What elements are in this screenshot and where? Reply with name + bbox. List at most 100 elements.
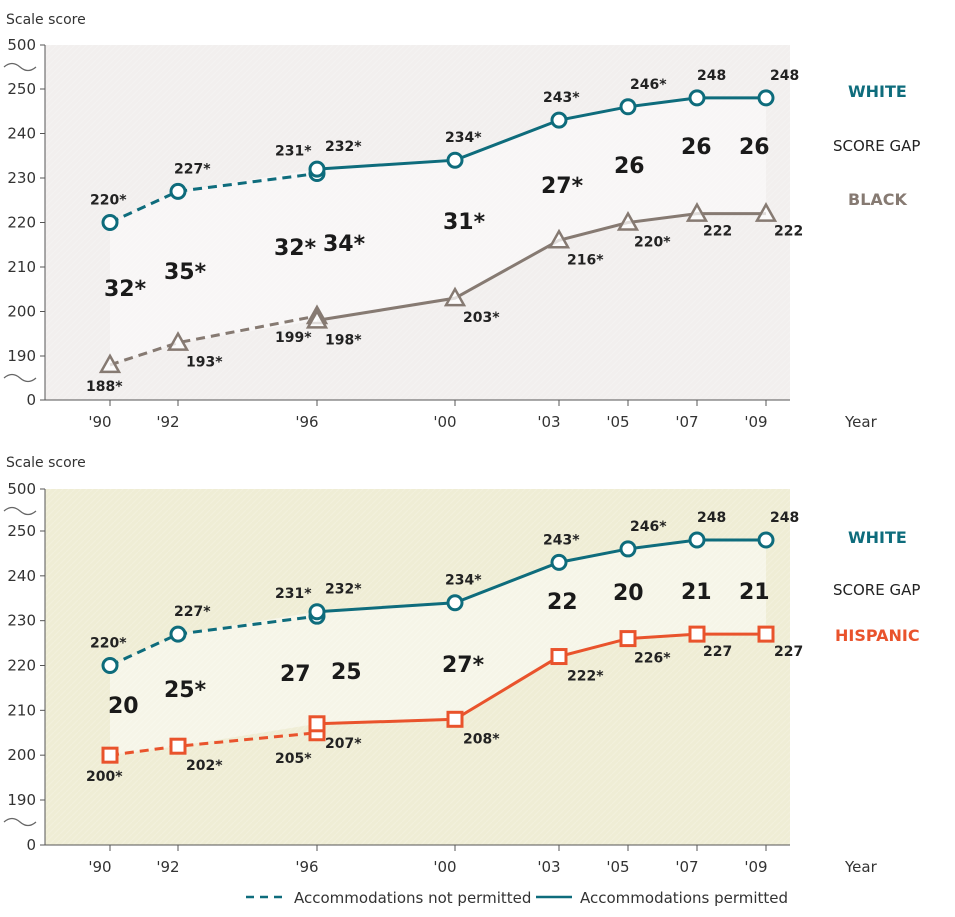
- data-label-white: 234*: [445, 130, 482, 146]
- x-axis-title: Year: [844, 858, 878, 876]
- y-tick-label: 210: [7, 258, 36, 276]
- score-gap-label: 32*: [274, 236, 317, 261]
- data-label-white: 248: [770, 510, 799, 526]
- score-gap-label: 25: [331, 660, 362, 685]
- plot-background: [45, 489, 790, 845]
- data-point-black: [98, 353, 122, 374]
- group-label-score-gap: SCORE GAP: [833, 137, 920, 155]
- data-point-white: [619, 98, 637, 116]
- x-tick-label: '05: [606, 413, 629, 431]
- data-label-white: 248: [697, 510, 726, 526]
- data-label-white: 232*: [325, 139, 362, 155]
- y-tick-label: 210: [7, 701, 36, 719]
- y-tick-label: 220: [7, 657, 36, 675]
- data-label-black: 220*: [634, 235, 671, 251]
- data-point-white: [550, 111, 568, 129]
- data-point-hispanic: [101, 746, 119, 764]
- data-label-white: 234*: [445, 573, 482, 589]
- data-label-hispanic: 202*: [186, 758, 223, 774]
- data-point-hispanic: [446, 710, 464, 728]
- data-label-black: 193*: [186, 355, 223, 371]
- x-tick-label: '07: [675, 413, 698, 431]
- x-tick-label: '07: [675, 858, 698, 876]
- score-gap-label: 21: [739, 580, 770, 605]
- y-tick-label: 200: [7, 303, 36, 321]
- axis-break-icon: [3, 373, 37, 383]
- x-tick-label: '92: [156, 858, 179, 876]
- data-label-white: 227*: [174, 161, 211, 177]
- y-axis-title: Scale score: [6, 12, 86, 28]
- data-point-black: [547, 228, 571, 249]
- score-gap-label: 20: [613, 581, 644, 606]
- data-point-white: [550, 553, 568, 571]
- data-label-white: 246*: [630, 519, 667, 535]
- data-label-black: 203*: [463, 310, 500, 326]
- legend-label-not-permitted: Accommodations not permitted: [294, 889, 531, 907]
- data-point-hispanic: [757, 625, 775, 643]
- y-tick-label: 230: [7, 169, 36, 187]
- x-tick-label: '92: [156, 413, 179, 431]
- data-label-white: 248: [697, 68, 726, 84]
- y-tick-label: 220: [7, 214, 36, 232]
- group-label-hispanic: HISPANIC: [835, 626, 920, 645]
- group-label-white: WHITE: [848, 82, 907, 101]
- score-gap-label: 26: [739, 135, 770, 160]
- x-tick-label: '09: [744, 858, 767, 876]
- data-point-white: [101, 657, 119, 674]
- data-point-white: [688, 531, 706, 549]
- x-tick-label: '00: [433, 413, 456, 431]
- x-tick-label: '09: [744, 413, 767, 431]
- data-label-white: 231*: [275, 144, 312, 160]
- data-point-white: [169, 182, 187, 200]
- data-label-hispanic: 227: [703, 644, 732, 660]
- y-tick-label: 190: [7, 791, 36, 809]
- legend-label-permitted: Accommodations permitted: [580, 889, 788, 907]
- x-axis-title: Year: [844, 413, 878, 431]
- x-tick-label: '90: [88, 413, 111, 431]
- score-gap-label: 27*: [541, 174, 584, 199]
- data-label-white: 246*: [630, 77, 667, 93]
- y-tick-label: 250: [7, 80, 36, 98]
- y-axis-title: Scale score: [6, 455, 86, 471]
- data-point-white: [446, 594, 464, 612]
- data-point-white: [757, 531, 775, 549]
- data-point-white: [169, 625, 187, 643]
- data-label-white: 220*: [90, 636, 127, 652]
- y-tick-label: 230: [7, 612, 36, 630]
- data-label-hispanic: 227: [774, 644, 803, 660]
- data-point-white: [619, 540, 637, 558]
- series-line-dashed-white: [109, 172, 318, 224]
- chart-panel-1: Scale score Year 500 250 240 230 220 210 200 190 0…: [3, 12, 920, 431]
- data-label-hispanic: 222*: [567, 669, 604, 685]
- legend: Accommodations not permitted Accommodatio…: [246, 889, 788, 907]
- series-line-dashed-white: [109, 614, 318, 667]
- data-label-white: 243*: [543, 532, 580, 548]
- data-point-black: [616, 210, 640, 231]
- data-label-white: 231*: [275, 586, 312, 602]
- score-gap-label: 35*: [164, 260, 207, 285]
- score-gap-label: 34*: [323, 232, 366, 257]
- score-gap-label: 31*: [443, 210, 486, 235]
- data-label-white: 243*: [543, 90, 580, 106]
- group-label-score-gap: SCORE GAP: [833, 581, 920, 599]
- y-tick-label: 500: [7, 480, 36, 498]
- series-line-solid-black: [316, 212, 766, 322]
- group-label-black: BLACK: [848, 190, 908, 209]
- x-tick-label: '90: [88, 858, 111, 876]
- data-point-black: [166, 331, 190, 351]
- score-gap-band: [110, 539, 766, 756]
- series-line-dashed-black: [109, 314, 318, 367]
- y-tick-label: 0: [26, 836, 36, 854]
- data-point-white: [446, 151, 464, 169]
- data-point-hispanic: [308, 715, 326, 733]
- score-gap-label: 21: [681, 580, 712, 605]
- data-point-black: [443, 286, 467, 307]
- score-gap-label: 27: [280, 662, 311, 687]
- y-tick-label: 500: [7, 36, 36, 54]
- data-label-white: 232*: [325, 582, 362, 598]
- axis-break-icon: [3, 62, 37, 72]
- y-tick-label: 240: [7, 125, 36, 143]
- data-point-hispanic: [550, 648, 568, 666]
- data-point-black: [754, 202, 778, 222]
- score-gap-label: 22: [547, 590, 578, 615]
